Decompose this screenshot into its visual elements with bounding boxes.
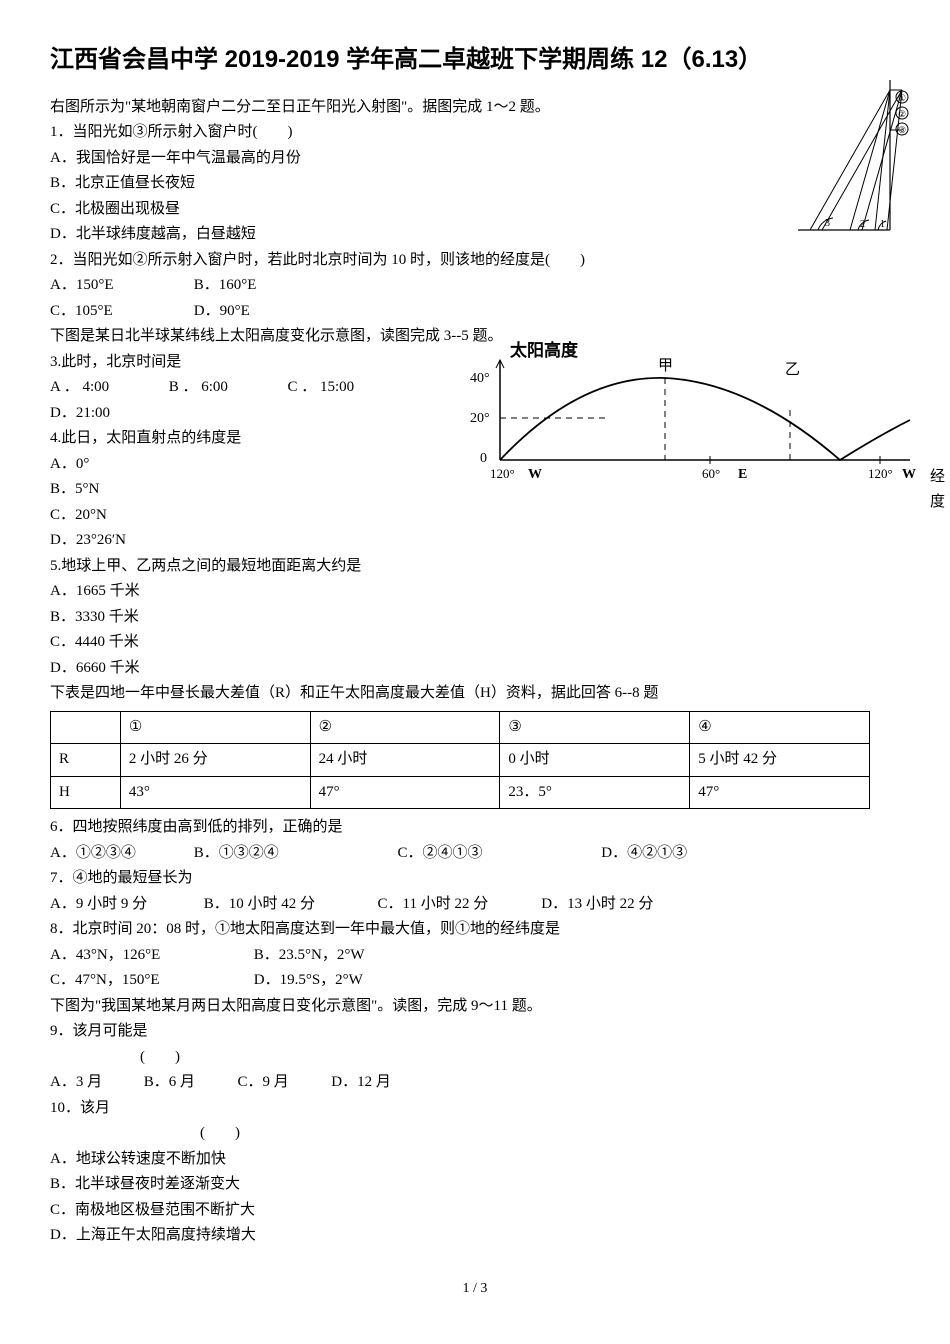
q2-opt-d: D．90°E	[194, 299, 250, 325]
chart-title: 太阳高度	[510, 340, 579, 360]
x-axis-label: 经度	[930, 465, 945, 516]
q8-opt-c: C．47°N，150°E	[50, 968, 250, 994]
cell: 47°	[690, 776, 870, 809]
table-row: ① ② ③ ④	[51, 711, 870, 744]
intro-3: 下表是四地一年中昼长最大差值（R）和正午太阳高度最大差值（H）资料，据此回答 6…	[50, 681, 900, 707]
cell: 0 小时	[500, 744, 690, 777]
q2-opts-row1: A．150°E B．160°E	[50, 273, 900, 299]
q3-opt-a: A ． 4:00	[50, 375, 165, 401]
q6-opt-d: D．④②①③	[601, 841, 687, 867]
xtick-1-deg: 60°	[702, 466, 720, 481]
q5-stem: 5.地球上甲、乙两点之间的最短地面距离大约是	[50, 554, 900, 580]
cell: R	[51, 744, 121, 777]
table-row: H 43° 47° 23．5° 47°	[51, 776, 870, 809]
q9-opt-c: C．9 月	[238, 1070, 328, 1096]
cell: 23．5°	[500, 776, 690, 809]
q6-opt-b: B．①③②④	[194, 841, 394, 867]
q5-opt-c: C．4440 千米	[50, 630, 900, 656]
ytick-20: 20°	[470, 411, 490, 426]
q7-stem: 7．④地的最短昼长为	[50, 866, 900, 892]
cell: 24 小时	[310, 744, 500, 777]
q2-opt-b: B．160°E	[194, 273, 257, 299]
q8-opt-a: A．43°N，126°E	[50, 943, 250, 969]
q4-opt-d: D．23°26′N	[50, 528, 900, 554]
table-row: R 2 小时 26 分 24 小时 0 小时 5 小时 42 分	[51, 744, 870, 777]
q5-opt-b: B．3330 千米	[50, 605, 900, 631]
q8-stem: 8．北京时间 20：08 时，①地太阳高度达到一年中最大值，则①地的经纬度是	[50, 917, 900, 943]
th-2: ②	[310, 711, 500, 744]
q8-opts-row2: C．47°N，150°E D．19.5°S，2°W	[50, 968, 900, 994]
ray-label-2: ②	[898, 109, 906, 119]
q8-opt-b: B．23.5°N，2°W	[254, 943, 365, 969]
q7-opt-c: C．11 小时 22 分	[378, 892, 538, 918]
q1-stem: 1．当阳光如③所示射入窗户时( )	[50, 120, 900, 146]
q2-opt-c: C．105°E	[50, 299, 190, 325]
ray-label-1: ①	[898, 93, 906, 103]
q9-stem: 9．该月可能是	[50, 1019, 900, 1045]
sun-altitude-chart: 太阳高度 40° 20° 0 甲 乙 120° W 60° E 120° W	[450, 340, 930, 500]
q9-opt-d: D．12 月	[331, 1070, 391, 1096]
window-sunlight-figure: ① ② ③ 3 2 1	[780, 75, 910, 235]
cell: 47°	[310, 776, 500, 809]
q7-opt-a: A．9 小时 9 分	[50, 892, 200, 918]
xtick-2-dir: W	[902, 467, 916, 482]
q1-opt-b: B．北京正值昼长夜短	[50, 171, 900, 197]
q7-opts: A．9 小时 9 分 B．10 小时 42 分 C．11 小时 22 分 D．1…	[50, 892, 900, 918]
q3-opt-c: C ． 15:00	[288, 375, 355, 401]
q10-opt-d: D．上海正午太阳高度持续增大	[50, 1223, 900, 1249]
q10-opt-b: B．北半球昼夜时差逐渐变大	[50, 1172, 900, 1198]
angle-label-3: 3	[825, 218, 830, 229]
q6-opt-a: A．①②③④	[50, 841, 190, 867]
q8-opt-d: D．19.5°S，2°W	[254, 968, 363, 994]
q1-opt-d: D．北半球纬度越高，白昼越短	[50, 222, 900, 248]
point-yi: 乙	[785, 362, 800, 378]
q6-stem: 6．四地按照纬度由高到低的排列，正确的是	[50, 815, 900, 841]
q6-opt-c: C．②④①③	[398, 841, 598, 867]
q9-blank: ( )	[50, 1045, 900, 1071]
th-1: ①	[120, 711, 310, 744]
q5-opt-d: D．6660 千米	[50, 656, 900, 682]
q7-opt-b: B．10 小时 42 分	[204, 892, 374, 918]
q1-opt-a: A．我国恰好是一年中气温最高的月份	[50, 146, 900, 172]
q10-blank: ( )	[50, 1121, 900, 1147]
ytick-0: 0	[480, 451, 487, 466]
cell: H	[51, 776, 121, 809]
intro-1: 右图所示为"某地朝南窗户二分二至日正午阳光入射图"。据图完成 1～2 题。	[50, 95, 900, 121]
xtick-2-deg: 120°	[868, 466, 893, 481]
point-jia: 甲	[658, 358, 673, 374]
q2-opts-row2: C．105°E D．90°E	[50, 299, 900, 325]
q5-opt-a: A．1665 千米	[50, 579, 900, 605]
q9-opts: A．3 月 B．6 月 C．9 月 D．12 月	[50, 1070, 900, 1096]
th-3: ③	[500, 711, 690, 744]
q9-opt-b: B．6 月	[144, 1070, 234, 1096]
angle-label-1: 1	[880, 219, 885, 230]
q3-opt-b: B ． 6:00	[169, 375, 284, 401]
cell: 2 小时 26 分	[120, 744, 310, 777]
q8-opts-row1: A．43°N，126°E B．23.5°N，2°W	[50, 943, 900, 969]
intro-4: 下图为"我国某地某月两日太阳高度日变化示意图"。读图，完成 9～11 题。	[50, 994, 900, 1020]
q10-opt-c: C．南极地区极昼范围不断扩大	[50, 1198, 900, 1224]
xtick-1-dir: E	[738, 467, 747, 482]
q10-opt-a: A．地球公转速度不断加快	[50, 1147, 900, 1173]
angle-label-2: 2	[860, 219, 865, 230]
q6-opts: A．①②③④ B．①③②④ C．②④①③ D．④②①③	[50, 841, 900, 867]
q10-stem: 10．该月	[50, 1096, 900, 1122]
page-number: 1 / 3	[50, 1277, 900, 1301]
q2-opt-a: A．150°E	[50, 273, 190, 299]
ytick-40: 40°	[470, 371, 490, 386]
q2-stem: 2．当阳光如②所示射入窗户时，若此时北京时间为 10 时，则该地的经度是( )	[50, 248, 900, 274]
th-4: ④	[690, 711, 870, 744]
xtick-0-deg: 120°	[490, 466, 515, 481]
xtick-0-dir: W	[528, 467, 542, 482]
ray-label-3: ③	[898, 125, 906, 135]
cell: 43°	[120, 776, 310, 809]
page-title: 江西省会昌中学 2019-2019 学年高二卓越班下学期周练 12（6.13）	[50, 40, 900, 81]
q9-opt-a: A．3 月	[50, 1070, 140, 1096]
q1-opt-c: C．北极圈出现极昼	[50, 197, 900, 223]
q4-opt-c: C．20°N	[50, 503, 900, 529]
rh-table: ① ② ③ ④ R 2 小时 26 分 24 小时 0 小时 5 小时 42 分…	[50, 711, 870, 810]
q7-opt-d: D．13 小时 22 分	[541, 892, 653, 918]
cell: 5 小时 42 分	[690, 744, 870, 777]
th-blank	[51, 711, 121, 744]
